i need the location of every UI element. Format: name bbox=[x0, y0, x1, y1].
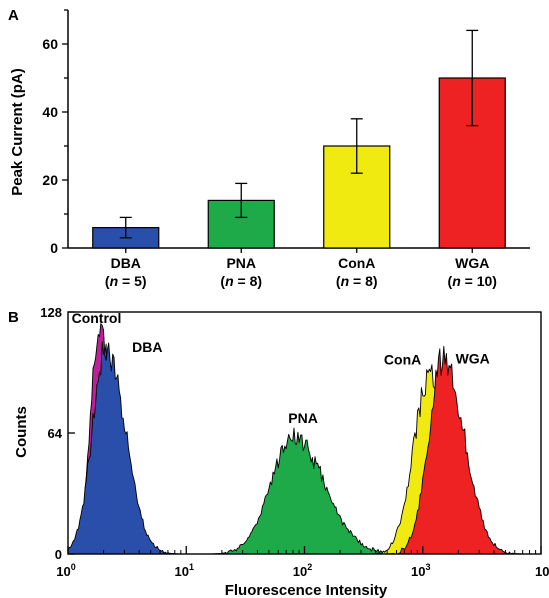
sample-size-label: (n = 8) bbox=[336, 273, 378, 289]
a-y-axis-label: Peak Current (pA) bbox=[9, 68, 26, 196]
category-label-cona: ConA bbox=[338, 255, 375, 271]
b-x-tick-label: 100 bbox=[56, 562, 75, 579]
series-label-control: Control bbox=[72, 310, 122, 326]
series-label-dba: DBA bbox=[132, 339, 162, 355]
sample-size-label: (n = 10) bbox=[448, 273, 497, 289]
b-x-tick-label: 104 bbox=[535, 562, 549, 579]
b-x-tick-label: 102 bbox=[293, 562, 312, 579]
category-label-dba: DBA bbox=[111, 255, 141, 271]
b-y-tick-label: 128 bbox=[40, 305, 62, 320]
panel-a-bar-chart: Peak Current (pA) 0 20 40 60 DBA (n = 5) PNA (n… bbox=[9, 9, 530, 289]
a-y-tick-label: 60 bbox=[42, 36, 58, 52]
category-label-wga: WGA bbox=[455, 255, 489, 271]
category-label-pna: PNA bbox=[226, 255, 256, 271]
panel-a-label: A bbox=[8, 7, 19, 24]
b-x-tick-label: 103 bbox=[411, 562, 430, 579]
b-y-axis-label: Counts bbox=[13, 406, 30, 458]
sample-size-label: (n = 8) bbox=[220, 273, 262, 289]
a-y-tick-label: 0 bbox=[50, 240, 58, 256]
bar-wga bbox=[438, 77, 506, 249]
series-label-cona: ConA bbox=[384, 351, 421, 367]
b-x-tick-label: 101 bbox=[175, 562, 194, 579]
b-x-axis-label: Fluorescence Intensity bbox=[225, 582, 388, 598]
series-label-wga: WGA bbox=[456, 350, 490, 366]
b-y-tick-label: 0 bbox=[55, 547, 62, 562]
a-y-tick-label: 20 bbox=[42, 172, 58, 188]
series-label-pna: PNA bbox=[288, 410, 318, 426]
a-y-tick-label: 40 bbox=[42, 104, 58, 120]
b-y-tick-label: 64 bbox=[48, 426, 63, 441]
panel-b-histogram: Counts Fluorescence Intensity 0 64 128 100 1… bbox=[13, 305, 549, 598]
sample-size-label: (n = 5) bbox=[105, 273, 147, 289]
panel-b-label: B bbox=[8, 309, 19, 326]
